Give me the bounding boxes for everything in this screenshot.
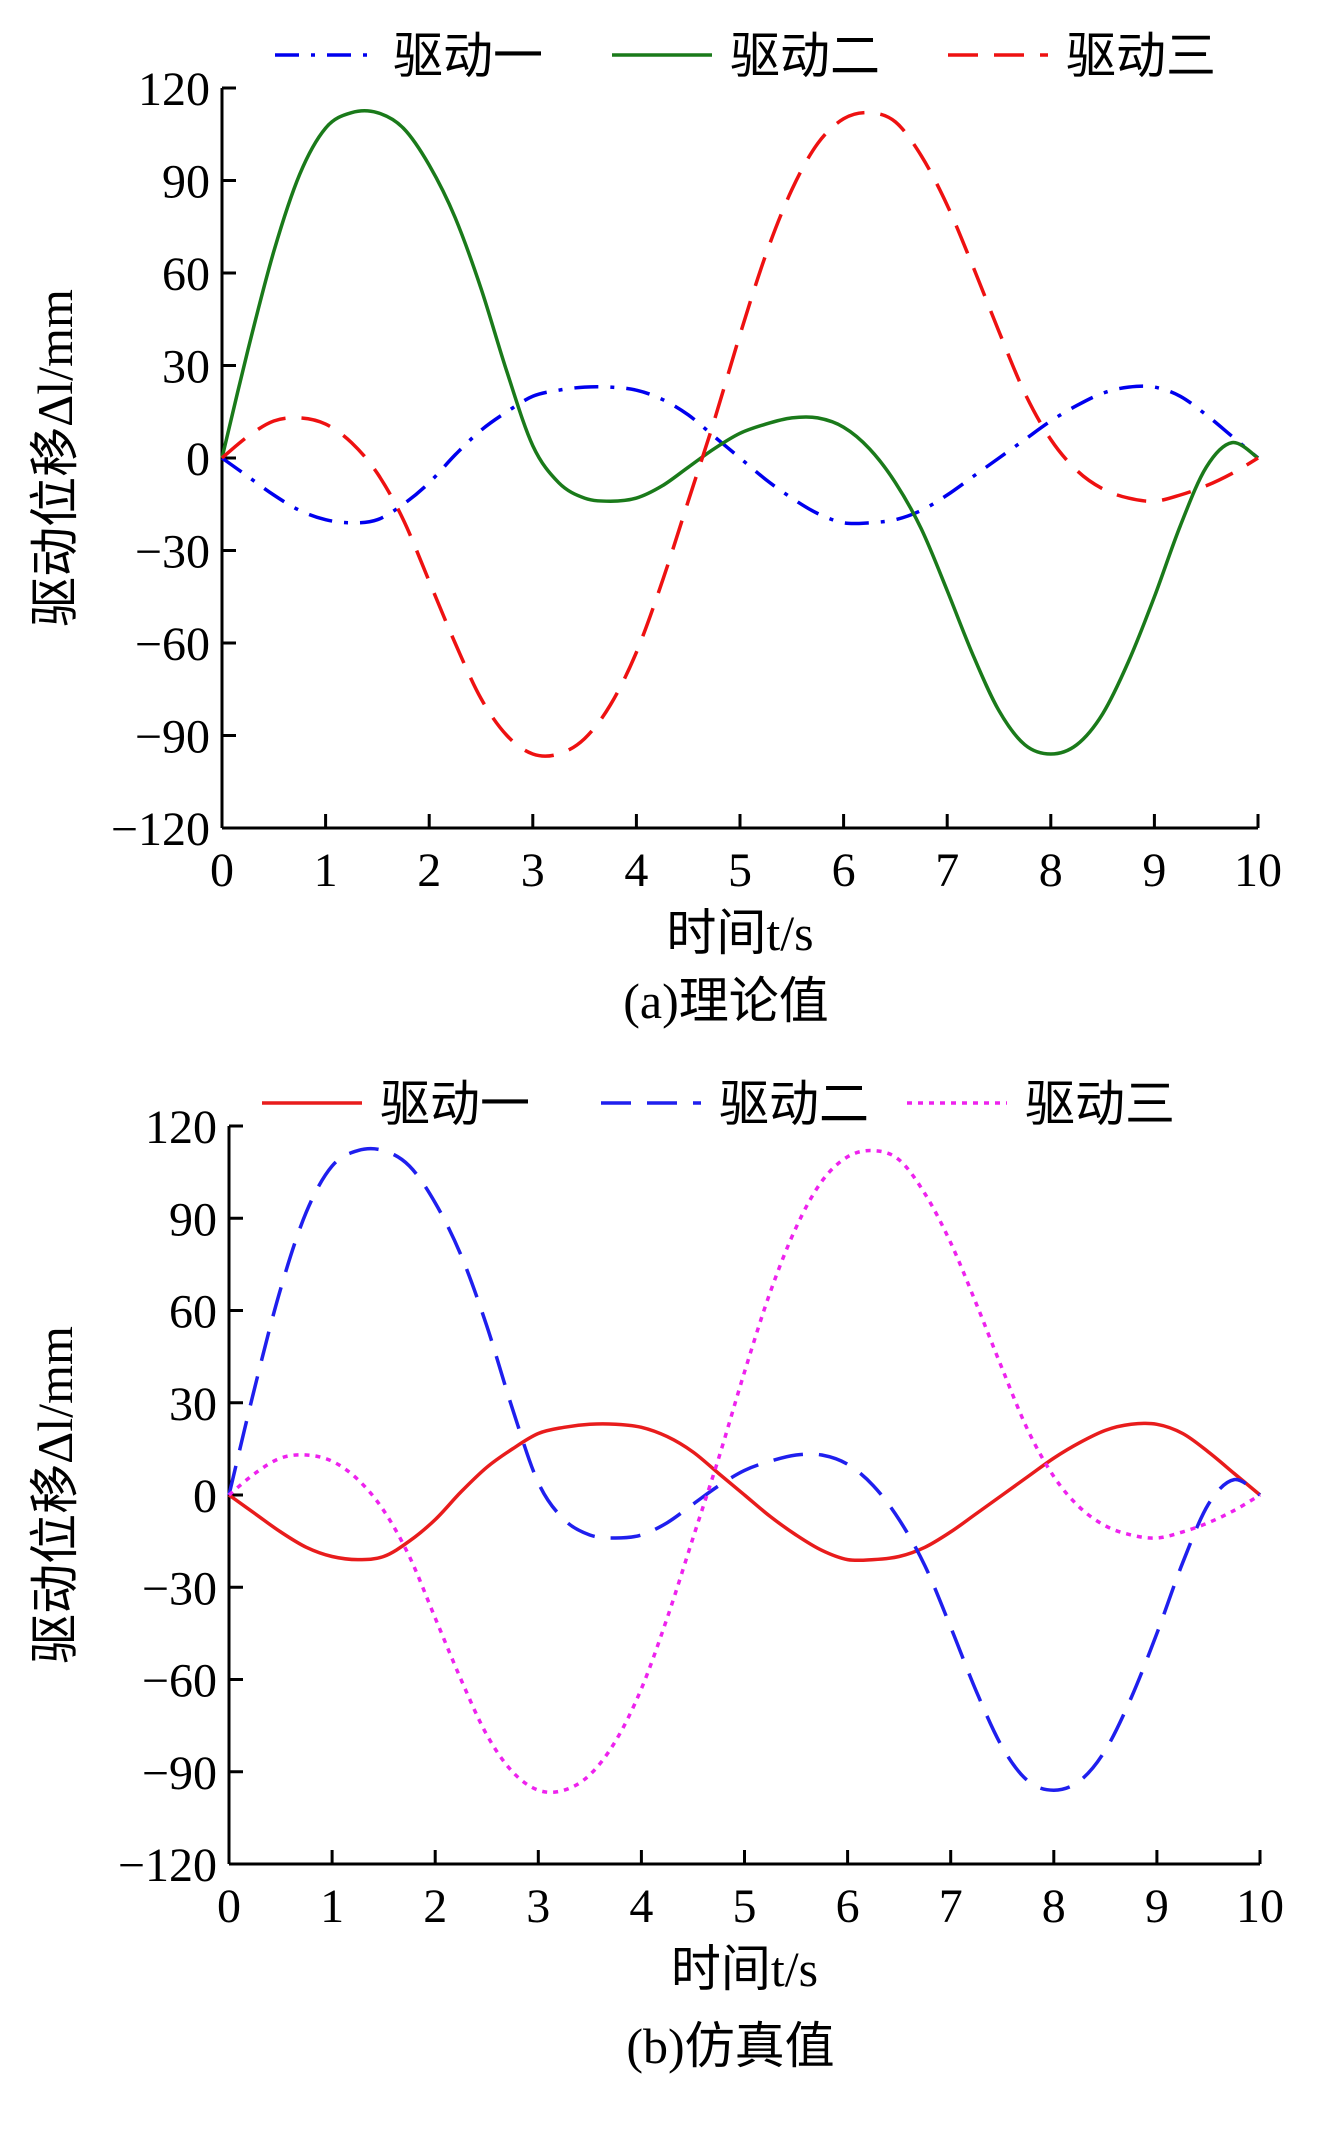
x-tick-label: 0	[210, 844, 234, 897]
series-layer	[227, 1146, 1262, 1795]
x-tick-label: 4	[624, 844, 648, 897]
legend-label-3: 驱动三	[1025, 1076, 1175, 1132]
x-axis-title: 时间t/s	[671, 1941, 818, 1997]
x-tick-label: 6	[832, 844, 856, 897]
x-tick-label: 5	[733, 1880, 757, 1933]
x-tick-label: 10	[1234, 844, 1282, 897]
panel-caption: (b)仿真值	[626, 2018, 834, 2074]
x-tick-label: 9	[1145, 1880, 1169, 1933]
x-tick-label: 1	[320, 1880, 344, 1933]
y-tick-label: −120	[118, 1839, 217, 1892]
series-layer	[220, 109, 1260, 758]
y-tick-label: −90	[142, 1747, 217, 1800]
axes: 0 1 2 3 4 5 6 7 8 9 10 120 90 60 30 0 −30 −60 −90 −120	[111, 63, 1282, 897]
legend: 驱动一 驱动二 驱动三	[275, 28, 1216, 84]
x-tick-label: 8	[1039, 844, 1063, 897]
x-axis-title: 时间t/s	[666, 905, 813, 961]
y-tick-label: 0	[186, 433, 210, 486]
legend-label-2: 驱动二	[730, 28, 880, 84]
y-tick-label: 60	[162, 248, 210, 301]
y-tick-label: 120	[145, 1101, 217, 1154]
x-tick-label: 4	[629, 1880, 653, 1933]
series-line-1	[227, 1421, 1262, 1563]
x-tick-label: 2	[417, 844, 441, 897]
y-axis-title: 驱动位移Δl/mm	[27, 289, 83, 627]
panel-a-theoretical: 驱动一 驱动二 驱动三 0 1 2 3 4 5 6 7 8 9 10 120 90 60 30 0 −30 −60 −9…	[27, 28, 1282, 1029]
panel-b-simulated: 驱动一 驱动二 驱动三 0 1 2 3 4 5 6 7 8 9 10 120 90 60 30 0 −30 −60 −9…	[27, 1076, 1284, 2074]
x-tick-label: 9	[1142, 844, 1166, 897]
x-tick-label: 1	[314, 844, 338, 897]
y-axis-title: 驱动位移Δl/mm	[27, 1326, 83, 1664]
y-tick-label: 120	[138, 63, 210, 116]
y-tick-label: 0	[193, 1470, 217, 1523]
x-tick-label: 0	[217, 1880, 241, 1933]
series-line-1	[220, 384, 1260, 526]
y-tick-label: −60	[142, 1655, 217, 1708]
axes: 0 1 2 3 4 5 6 7 8 9 10 120 90 60 30 0 −30 −60 −90 −120	[118, 1101, 1284, 1933]
y-tick-label: 30	[162, 341, 210, 394]
y-tick-label: 30	[169, 1378, 217, 1431]
x-tick-label: 3	[521, 844, 545, 897]
y-tick-label: 90	[169, 1193, 217, 1246]
x-tick-label: 8	[1042, 1880, 1066, 1933]
x-tick-label: 3	[526, 1880, 550, 1933]
legend-label-1: 驱动一	[380, 1076, 530, 1132]
y-tick-label: −60	[135, 618, 210, 671]
x-tick-label: 6	[836, 1880, 860, 1933]
legend-label-1: 驱动一	[393, 28, 543, 84]
series-line-2	[227, 1146, 1262, 1792]
y-tick-label: −30	[135, 526, 210, 579]
x-tick-label: 7	[939, 1880, 963, 1933]
x-tick-label: 2	[423, 1880, 447, 1933]
y-tick-label: 90	[162, 156, 210, 209]
legend-label-3: 驱动三	[1066, 28, 1216, 84]
series-line-3	[227, 1148, 1261, 1795]
panel-caption: (a)理论值	[623, 973, 829, 1029]
series-line-3	[220, 110, 1259, 758]
y-tick-label: −120	[111, 803, 210, 856]
y-tick-label: −30	[142, 1562, 217, 1615]
series-line-2	[220, 109, 1260, 756]
legend: 驱动一 驱动二 驱动三	[262, 1076, 1175, 1132]
legend-label-2: 驱动二	[719, 1076, 869, 1132]
x-tick-label: 10	[1236, 1880, 1284, 1933]
y-tick-label: 60	[169, 1286, 217, 1339]
x-tick-label: 7	[935, 844, 959, 897]
y-tick-label: −90	[135, 711, 210, 764]
x-tick-label: 5	[728, 844, 752, 897]
